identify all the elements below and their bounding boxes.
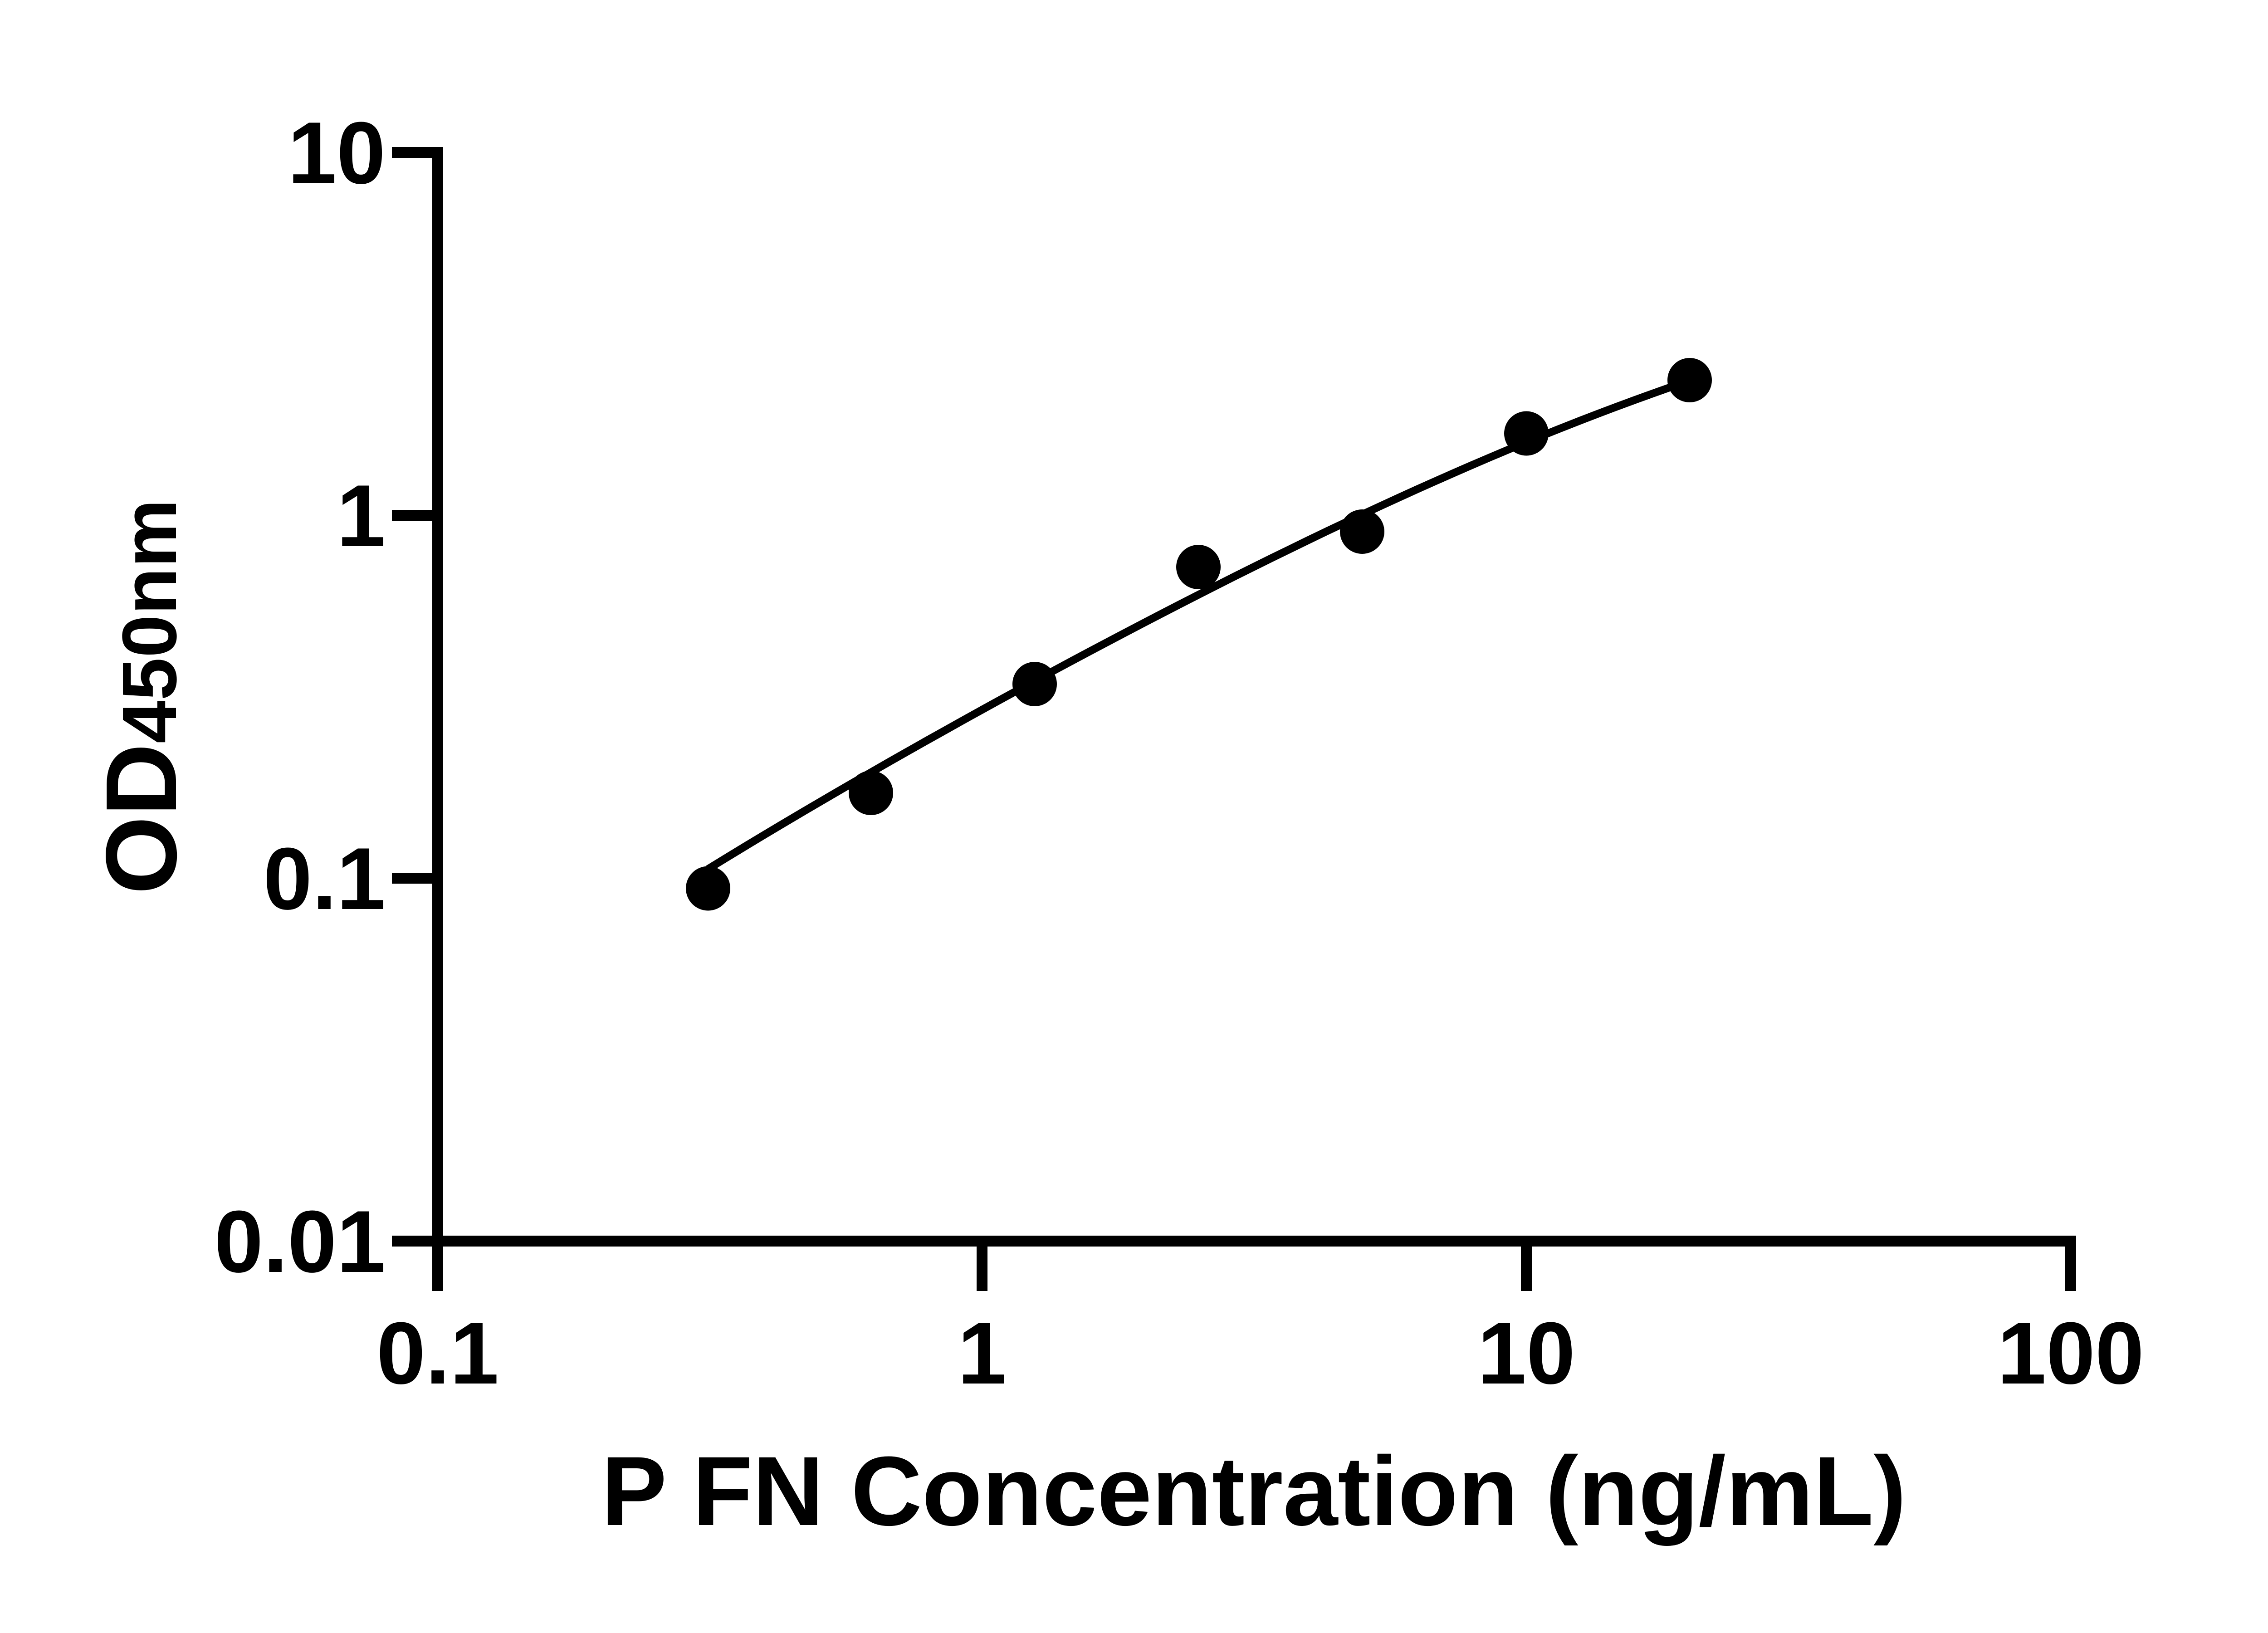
svg-text:1: 1 [958, 1304, 1007, 1403]
svg-text:100: 100 [1997, 1304, 2144, 1403]
svg-text:0.01: 0.01 [214, 1193, 386, 1291]
svg-text:P FN Concentration (ng/mL): P FN Concentration (ng/mL) [601, 1436, 1906, 1546]
svg-text:0.1: 0.1 [376, 1304, 499, 1403]
svg-text:10: 10 [288, 104, 386, 202]
svg-text:OD450nm: OD450nm [85, 499, 198, 895]
svg-text:1: 1 [337, 467, 386, 565]
svg-text:10: 10 [1477, 1304, 1575, 1403]
svg-text:0.1: 0.1 [263, 830, 386, 928]
